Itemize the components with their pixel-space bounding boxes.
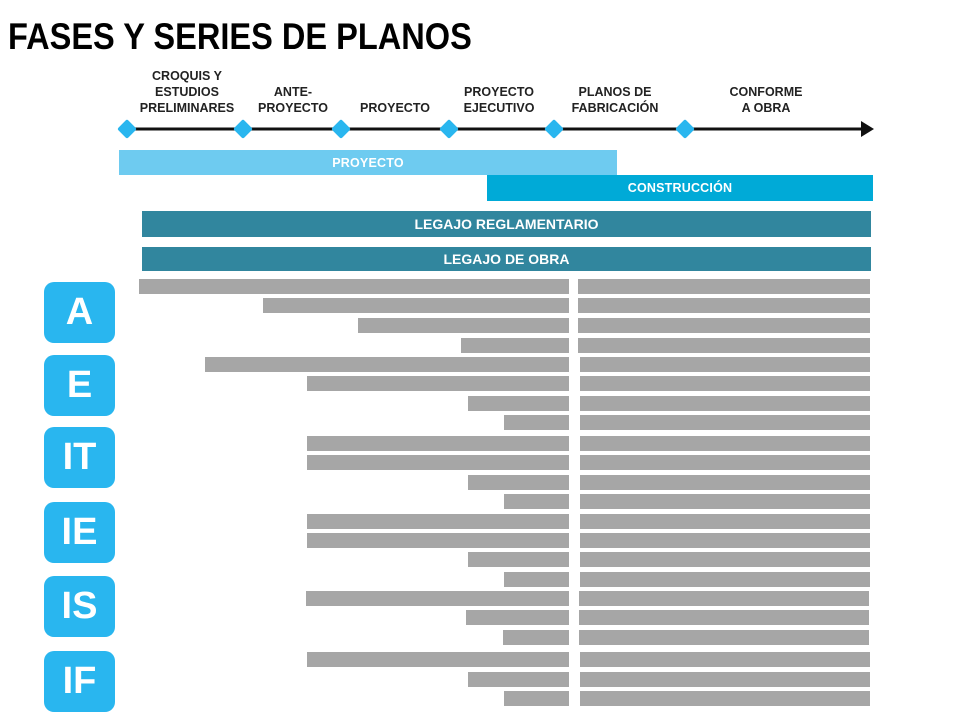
bar-left	[307, 514, 569, 529]
bar-right	[580, 357, 870, 372]
bar-left	[461, 338, 569, 353]
bar-left	[504, 572, 569, 587]
timeline-markers	[117, 119, 695, 139]
band-proyecto: PROYECTO	[119, 150, 617, 175]
bar-right	[578, 318, 870, 333]
phase-label: PLANOS DE FABRICACIÓN	[571, 85, 659, 115]
bar-left	[468, 475, 569, 490]
timeline	[117, 119, 874, 139]
bar-left	[466, 610, 569, 625]
bar-right	[580, 415, 870, 430]
series-badge-it: IT	[44, 427, 115, 488]
bar-left	[503, 630, 569, 645]
timeline-marker	[331, 119, 351, 139]
timeline-marker	[117, 119, 137, 139]
bar-left	[263, 298, 569, 313]
timeline-marker	[675, 119, 695, 139]
bar-right	[580, 514, 870, 529]
timeline-marker	[233, 119, 253, 139]
bar-right	[578, 338, 870, 353]
bar-right	[578, 298, 870, 313]
bar-left	[307, 436, 569, 451]
bar-right	[580, 455, 870, 470]
bar-left	[358, 318, 569, 333]
bar-right	[580, 396, 870, 411]
phase-label: CONFORME A OBRA	[729, 85, 803, 115]
series-badge-is: IS	[44, 576, 115, 637]
bar-right	[580, 533, 870, 548]
bar-right	[580, 376, 870, 391]
bar-left	[307, 533, 569, 548]
bar-left	[205, 357, 569, 372]
timeline-arrowhead	[861, 121, 874, 137]
legajo-reglamentario: LEGAJO REGLAMENTARIO	[142, 211, 871, 237]
timeline-marker	[544, 119, 564, 139]
bar-right	[580, 672, 870, 687]
series-badge-e: E	[44, 355, 115, 416]
bar-left	[468, 552, 569, 567]
bar-right	[580, 436, 870, 451]
series-badge-if: IF	[44, 651, 115, 712]
bar-right	[580, 572, 870, 587]
phase-label: PROYECTO	[360, 101, 430, 115]
band-construccion: CONSTRUCCIÓN	[487, 175, 873, 201]
bar-right	[580, 652, 870, 667]
series-badge-ie: IE	[44, 502, 115, 563]
phase-label: ANTE- PROYECTO	[258, 85, 328, 115]
bar-right	[580, 475, 870, 490]
legajo-de-obra: LEGAJO DE OBRA	[142, 247, 871, 271]
bar-left	[307, 376, 569, 391]
bar-right	[578, 279, 870, 294]
page-title: FASES Y SERIES DE PLANOS	[8, 16, 472, 57]
bar-left	[504, 415, 569, 430]
bar-right	[580, 552, 870, 567]
bar-right	[579, 610, 869, 625]
bar-left	[504, 494, 569, 509]
series-badge-a: A	[44, 282, 115, 343]
bar-left	[504, 691, 569, 706]
bar-right	[579, 591, 869, 606]
bar-right	[579, 630, 869, 645]
bar-left	[307, 455, 569, 470]
bar-left	[139, 279, 569, 294]
bar-left	[468, 672, 569, 687]
bar-left	[306, 591, 569, 606]
bar-left	[307, 652, 569, 667]
timeline-marker	[439, 119, 459, 139]
bar-right	[580, 691, 870, 706]
bar-right	[580, 494, 870, 509]
bar-left	[468, 396, 569, 411]
phase-label: PROYECTO EJECUTIVO	[463, 85, 535, 115]
phase-label: CROQUIS Y ESTUDIOS PRELIMINARES	[139, 69, 235, 115]
